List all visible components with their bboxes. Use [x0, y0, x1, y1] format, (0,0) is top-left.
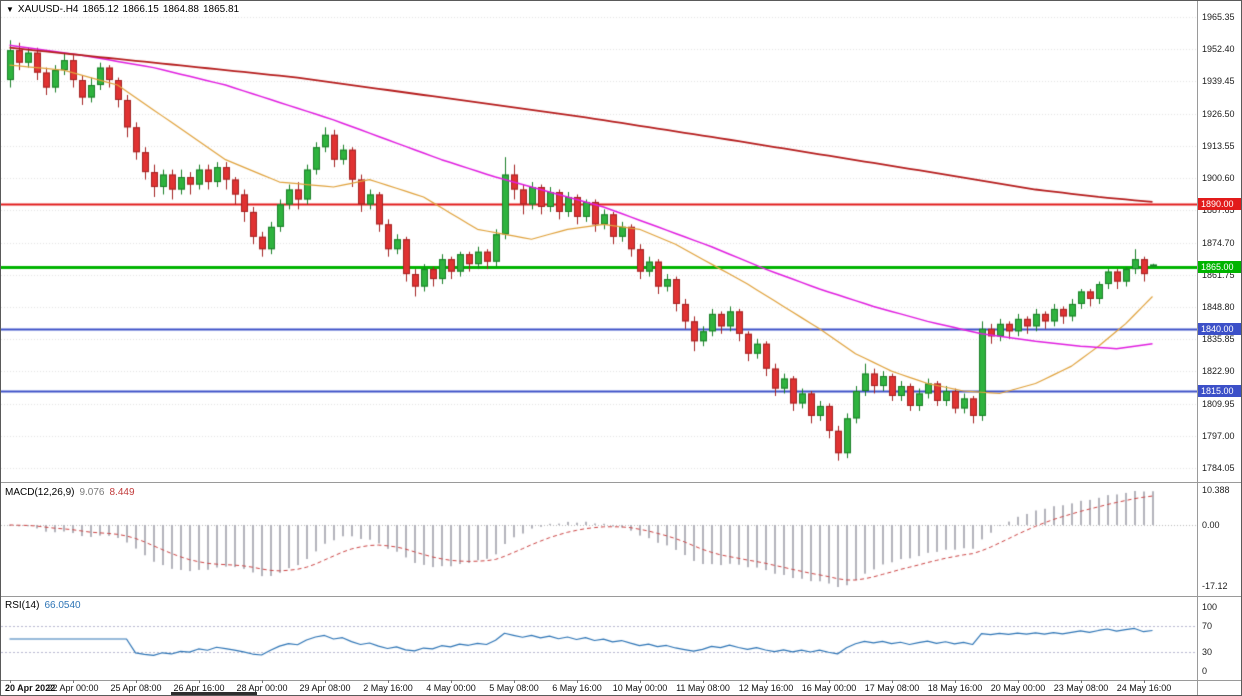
- time-axis-label: 12 May 16:00: [738, 683, 794, 693]
- rsi-panel-canvas[interactable]: [1, 597, 1197, 680]
- price-tick-label: 1835.85: [1202, 334, 1235, 345]
- time-axis-label: 26 Apr 16:00: [173, 683, 225, 693]
- price-axis-divider: [1197, 1, 1198, 695]
- price-line-badge: 1865.00: [1198, 260, 1241, 273]
- price-tick-label: 1784.05: [1202, 463, 1235, 473]
- time-tick-mark: [829, 680, 830, 683]
- macd-axis-label-max: 10.388: [1202, 485, 1230, 495]
- time-axis-label: 25 Apr 08:00: [110, 683, 162, 693]
- time-tick-mark: [136, 680, 137, 683]
- price-tick-label: 1797.00: [1202, 430, 1235, 441]
- time-axis-label: 5 May 08:00: [489, 683, 539, 693]
- macd-name: MACD(12,26,9): [5, 487, 75, 498]
- time-axis-label: 20 Apr 2022: [5, 683, 56, 693]
- rsi-indicator-label: RSI(14) 66.0540: [5, 600, 86, 611]
- price-tick-label: 1809.95: [1202, 398, 1235, 409]
- ohlc-close-value: 1865.81: [202, 4, 240, 15]
- ohlc-open-value: 1865.12: [82, 4, 119, 15]
- time-tick-mark: [73, 680, 74, 683]
- time-axis-label: 2 May 16:00: [363, 683, 413, 693]
- price-tick-label: 1913.55: [1202, 140, 1235, 151]
- macd-panel-canvas[interactable]: [1, 483, 1197, 596]
- time-tick-mark: [514, 680, 515, 683]
- chart-title: ▼ XAUUSD-.H4 1865.12 1866.15 1864.88 1865.81: [6, 4, 243, 15]
- time-axis-label: 16 May 00:00: [801, 683, 857, 693]
- time-axis-label: 23 May 08:00: [1053, 683, 1109, 693]
- time-tick-mark: [1081, 680, 1082, 683]
- time-axis-label: 10 May 00:00: [612, 683, 668, 693]
- time-axis-label: 22 Apr 00:00: [47, 683, 99, 693]
- time-axis-label: 20 May 00:00: [990, 683, 1046, 693]
- macd-signal-value: 8.449: [109, 487, 135, 498]
- time-axis-label: 17 May 08:00: [864, 683, 920, 693]
- rsi-axis-label: 0: [1202, 666, 1208, 676]
- time-tick-mark: [262, 680, 263, 683]
- macd-axis-label-zero: 0.00: [1202, 519, 1220, 530]
- price-tick-label: 1848.80: [1202, 301, 1235, 312]
- time-tick-mark: [640, 680, 641, 683]
- price-line-badge: 1840.00: [1198, 322, 1241, 335]
- ohlc-low-value: 1864.88: [162, 4, 199, 15]
- time-tick-mark: [892, 680, 893, 683]
- macd-panel-divider: [1, 482, 1241, 483]
- horizontal-scrollbar-thumb[interactable]: [171, 692, 257, 695]
- time-axis-label: 11 May 08:00: [676, 683, 730, 693]
- price-tick-label: 1965.35: [1202, 12, 1235, 22]
- rsi-axis-label: 70: [1202, 621, 1213, 632]
- rsi-axis-label: 30: [1202, 646, 1213, 657]
- price-tick-label: 1939.45: [1202, 76, 1235, 87]
- time-tick-mark: [10, 680, 11, 683]
- price-tick-label: 1822.90: [1202, 366, 1235, 377]
- time-axis-label: 24 May 16:00: [1116, 683, 1172, 693]
- time-axis-label: 28 Apr 00:00: [236, 683, 288, 693]
- symbol-timeframe-label: XAUUSD-.H4: [17, 4, 79, 15]
- rsi-value: 66.0540: [44, 600, 81, 611]
- price-tick-label: 1900.60: [1202, 173, 1235, 184]
- time-tick-mark: [1144, 680, 1145, 683]
- ohlc-high-value: 1866.15: [122, 4, 159, 15]
- time-tick-mark: [703, 680, 704, 683]
- rsi-axis-label: 100: [1202, 602, 1218, 612]
- price-tick-label: 1874.70: [1202, 237, 1235, 248]
- time-tick-mark: [577, 680, 578, 683]
- time-axis-divider: [1, 680, 1241, 681]
- time-tick-mark: [766, 680, 767, 683]
- rsi-panel-divider: [1, 596, 1241, 597]
- rsi-name: RSI(14): [5, 600, 40, 611]
- time-tick-mark: [955, 680, 956, 683]
- macd-main-value: 9.076: [79, 487, 105, 498]
- time-axis: 20 Apr 2022 22 Apr 00:00 25 Apr 08:00 26 Ap…: [1, 680, 1197, 695]
- time-tick-mark: [388, 680, 389, 683]
- price-tick-label: 1952.40: [1202, 44, 1235, 55]
- time-tick-mark: [199, 680, 200, 683]
- price-line-badge: 1815.00: [1198, 385, 1241, 397]
- time-tick-mark: [325, 680, 326, 683]
- price-tick-label: 1861.75: [1202, 269, 1235, 280]
- time-tick-mark: [1018, 680, 1019, 683]
- time-tick-mark: [451, 680, 452, 683]
- macd-indicator-label: MACD(12,26,9) 9.076 8.449: [5, 487, 140, 498]
- price-line-badge: 1890.00: [1198, 198, 1241, 211]
- macd-axis-label-min: -17.12: [1202, 581, 1228, 591]
- time-axis-label: 4 May 00:00: [426, 683, 476, 693]
- price-chart-canvas[interactable]: [1, 1, 1197, 482]
- time-axis-label: 29 Apr 08:00: [299, 683, 351, 693]
- time-axis-label: 18 May 16:00: [927, 683, 983, 693]
- time-axis-label: 6 May 16:00: [552, 683, 602, 693]
- symbol-dropdown-icon[interactable]: ▼: [6, 5, 14, 14]
- price-tick-label: 1926.50: [1202, 108, 1235, 119]
